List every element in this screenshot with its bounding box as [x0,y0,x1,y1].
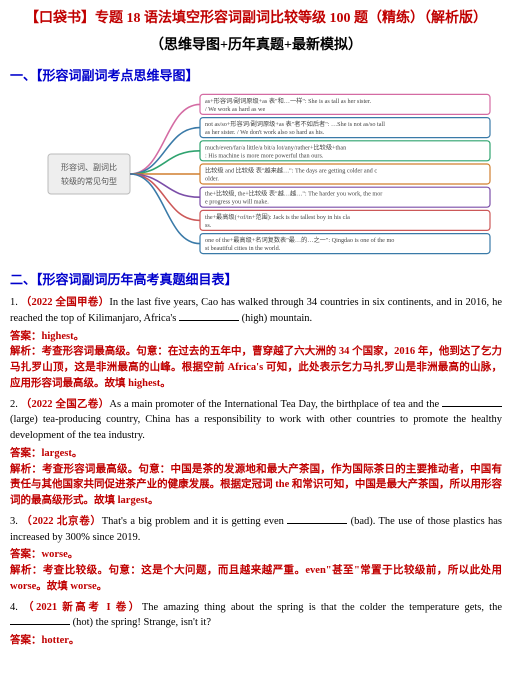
mindmap-branch-text: as her sister. / We don't work also so h… [205,129,325,136]
mindmap-branch-text: st beautiful cities in the world. [205,245,281,252]
answer-value: largest。 [42,448,83,459]
blank-underline [179,311,239,320]
mindmap-branch-text: older. [205,175,219,182]
question-source: （2021 新高考 I 卷） [23,602,142,613]
mindmap-branch-text: much/even/far/a little/a bit/a lot/any/r… [205,143,346,151]
question-block: 4. （2021 新高考 I 卷）The amazing thing about… [10,600,502,632]
question-block: 1. （2022 全国甲卷）In the last five years, Ca… [10,295,502,327]
question-block: 2. （2022 全国乙卷）As a main promoter of the … [10,397,502,444]
question-source: （2022 全国甲卷） [21,297,110,308]
answer-line: 答案：worse。 [10,547,502,563]
question-number: 2. [10,399,21,410]
mindmap-branch-text: the+最高级(+of/in+范围): Jack is the tallest … [205,212,350,220]
mindmap-branch-line [130,174,200,244]
main-title: 【口袋书】专题 18 语法填空形容词副词比较等级 100 题（精练）（解析版） [10,8,502,29]
blank-underline [10,616,70,625]
explain-line: 解析：考查比较级。句意：这是个大问题，而且越来越严重。even"甚至"常置于比较… [10,563,502,595]
explain-label: 解析： [10,464,42,475]
mindmap-branch-line [130,104,200,174]
question-block: 3. （2022 北京卷）That's a big problem and it… [10,514,502,546]
sub-title: （思维导图+历年真题+最新模拟） [10,35,502,56]
explain-text: 考查形容词最高级。句意：在过去的五年中，曹穿越了六大洲的 34 个国家，2016… [10,346,502,389]
question-number: 4. [10,602,23,613]
answer-label: 答案： [10,331,42,342]
explain-label: 解析： [10,346,42,357]
mindmap-branch-text: ss. [205,221,212,228]
mm-center-l1: 形容词、副词比 [61,162,117,172]
mindmap-branch-line [130,174,200,220]
mindmap-branch-text: / We work as hard as we [205,105,265,112]
mindmap-branch-text: one of the+最高级+名词复数表"最…的…之一": Qingdao is… [205,236,394,244]
mindmap-branch-text: 比较级 and 比较级 表"越来越…": The days are gettin… [205,166,377,174]
answer-value: worse。 [42,549,79,560]
section-mindmap-title: 一、【形容词副词考点思维导图】 [10,66,502,86]
answer-label: 答案： [10,549,42,560]
blank-underline [442,397,502,406]
question-text-after: (high) mountain. [239,313,312,324]
mindmap-branch-text: e progress you will make. [205,198,269,205]
answer-line: 答案：largest。 [10,446,502,462]
mindmap-branch-text: not as/so+形容词/副词原级+as 表"者不如后者": …She is … [205,120,385,128]
answer-line: 答案：highest。 [10,329,502,345]
explain-label: 解析： [10,565,43,576]
explain-text: 考查比较级。句意：这是个大问题，而且越来越严重。even"甚至"常置于比较级前，… [10,565,502,592]
question-text-after: (hot) the spring! Strange, isn't it? [70,617,211,628]
answer-label: 答案： [10,635,42,646]
explain-line: 解析：考查形容词最高级。句意：在过去的五年中，曹穿越了六大洲的 34 个国家，2… [10,344,502,391]
mindmap-branch-text: as+形容词/副词原级+as 表"和…一样": She is as tall a… [205,96,372,104]
mindmap-branch-text: the+比较级, the+比较级 表"越…越…": The harder you… [205,189,382,197]
question-source: （2022 全国乙卷） [21,399,110,410]
mindmap-branch-line [130,150,200,173]
question-text-before: The amazing thing about the spring is th… [142,602,502,613]
blank-underline [287,514,347,523]
explain-line: 解析：考查形容词最高级。句意：中国是茶的发源地和最大产茶国，作为国际茶日的主要推… [10,462,502,509]
question-text-after: (large) tea-producing country, China has… [10,414,502,441]
mm-center-l2: 较级的常见句型 [61,176,117,186]
questions-container: 1. （2022 全国甲卷）In the last five years, Ca… [10,295,502,649]
answer-label: 答案： [10,448,42,459]
mindmap-branch-line [130,127,200,173]
answer-line: 答案：hotter。 [10,633,502,649]
answer-value: highest。 [42,331,85,342]
question-number: 1. [10,297,21,308]
mindmap-branch-text: : His machine is more more powerful than… [205,152,324,159]
answer-value: hotter。 [42,635,80,646]
mindmap-diagram: 形容词、副词比 较级的常见句型 as+形容词/副词原级+as 表"和…一样": … [10,92,502,260]
mindmap-branch-line [130,174,200,197]
question-number: 3. [10,516,21,527]
question-source: （2022 北京卷） [21,516,102,527]
section-questions-title: 二、【形容词副词历年高考真题细目表】 [10,270,502,290]
explain-text: 考查形容词最高级。句意：中国是茶的发源地和最大产茶国，作为国际茶日的主要推动者，… [10,464,502,507]
question-text-before: As a main promoter of the International … [109,399,442,410]
question-text-before: That's a big problem and it is getting e… [102,516,287,527]
